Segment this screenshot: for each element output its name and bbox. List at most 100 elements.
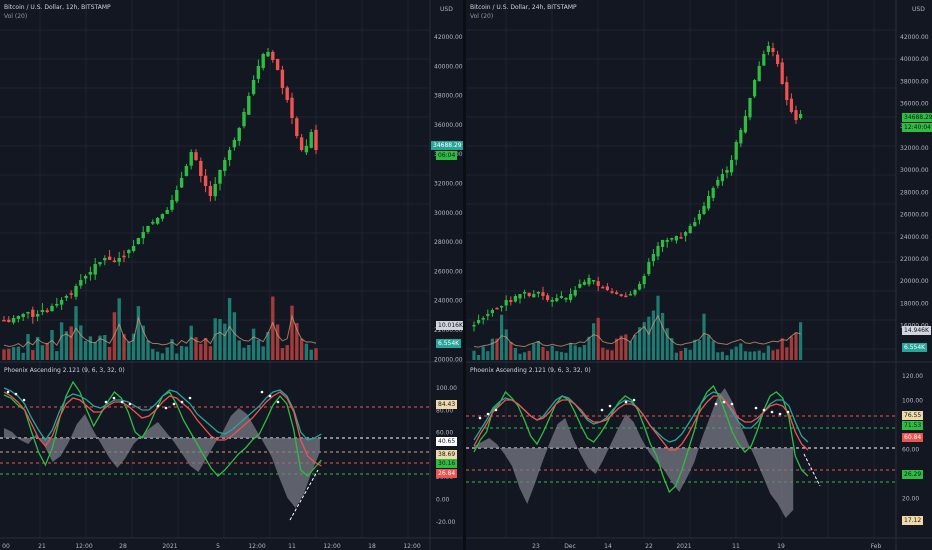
- candle-body: [753, 80, 757, 97]
- volume-bar: [587, 336, 591, 360]
- volume-bar: [564, 352, 568, 360]
- right-volume-label: Vol (20): [470, 13, 494, 20]
- osc-dot-marker: [164, 406, 168, 410]
- time-axis-tick: 23: [532, 543, 540, 550]
- osc-dot-marker: [112, 396, 116, 400]
- candle-body: [789, 98, 793, 112]
- candle-body: [314, 129, 318, 150]
- candle-body: [117, 258, 121, 262]
- left-symbol-title[interactable]: Bitcoin / U.S. Dollar, 12h, BITSTAMP: [4, 4, 111, 11]
- candle-body: [628, 294, 632, 296]
- left-osc-title[interactable]: Phoenix Ascending 2.121 (9, 6, 3, 32, 0): [4, 367, 125, 374]
- left-currency-label: USD: [440, 6, 453, 13]
- candle-body: [638, 284, 642, 290]
- time-axis-tick: 12:00: [248, 543, 265, 550]
- volume-bar: [596, 317, 600, 360]
- candle-body: [122, 255, 126, 258]
- volume-ma-line: [473, 314, 801, 348]
- volume-bar: [642, 322, 646, 360]
- volume-bar: [88, 336, 93, 360]
- right-osc-title[interactable]: Phoenix Ascending 2.121 (9, 6, 3, 32, 0): [470, 367, 591, 374]
- candle-body: [184, 166, 189, 177]
- volume-bar: [624, 334, 628, 360]
- candle-body: [596, 281, 600, 286]
- right-osc-tag-5: 17.12: [902, 516, 924, 525]
- volume-bar: [26, 333, 30, 360]
- candle-body: [771, 47, 775, 52]
- right-symbol-title[interactable]: Bitcoin / U.S. Dollar, 24h, BITSTAMP: [470, 4, 577, 11]
- volume-bar: [697, 340, 701, 360]
- volume-bar: [615, 338, 619, 360]
- candle-body: [564, 298, 568, 300]
- volume-bar: [117, 298, 121, 360]
- osc-dot-marker: [762, 408, 766, 412]
- osc-axis-tick: 100.00: [436, 385, 457, 392]
- right-chart-pane[interactable]: 42000.0040000.0038000.0036000.0034000.00…: [466, 0, 932, 550]
- candle-body: [285, 87, 289, 100]
- price-axis-tick: 20000.00: [434, 356, 463, 363]
- right-osc-tag-3: 60.84: [902, 433, 924, 442]
- candle-body: [730, 160, 734, 173]
- left-chart-pane[interactable]: 42000.0040000.0038000.0036000.0034000.00…: [0, 0, 465, 550]
- left-price-tag: 34688.29: [431, 141, 464, 150]
- volume-bar: [789, 336, 793, 360]
- candle-body: [555, 298, 559, 302]
- candle-body: [766, 46, 770, 52]
- osc-dot-marker: [188, 396, 192, 400]
- osc-axis-tick: 60.00: [902, 447, 919, 454]
- volume-bar: [684, 347, 688, 360]
- volume-bar: [242, 347, 246, 360]
- osc-dot-marker: [156, 404, 160, 408]
- candle-body: [64, 296, 69, 298]
- candle-body: [702, 206, 706, 215]
- time-axis-tick: 12:00: [403, 543, 420, 550]
- candle-body: [587, 278, 591, 285]
- candle-body: [261, 54, 265, 68]
- candle-body: [275, 58, 280, 70]
- candle-body: [11, 318, 16, 323]
- candle-body: [610, 291, 614, 293]
- right-currency-label: USD: [912, 6, 925, 13]
- volume-bar: [107, 346, 112, 360]
- volume-bar: [486, 351, 490, 360]
- candle-body: [477, 320, 481, 324]
- volume-bar: [237, 340, 241, 360]
- volume-bar: [309, 349, 313, 360]
- volume-bar: [495, 338, 499, 360]
- osc-axis-tick: 100.00: [902, 398, 923, 405]
- candle-body: [472, 325, 476, 327]
- price-axis-tick: 24000.00: [900, 234, 929, 241]
- osc-fast-line: [473, 384, 809, 494]
- pane-separator[interactable]: [463, 0, 466, 550]
- candle-body: [165, 210, 169, 214]
- candle-body: [93, 264, 97, 275]
- volume-bar: [527, 350, 531, 360]
- volume-bar: [141, 325, 145, 360]
- candle-body: [280, 69, 285, 88]
- osc-signal-line: [3, 387, 322, 442]
- candle-body: [665, 240, 669, 242]
- left-chart-canvas[interactable]: 42000.0040000.0038000.0036000.0034000.00…: [0, 0, 463, 550]
- volume-bar: [707, 335, 711, 360]
- candle-body: [550, 300, 554, 302]
- candle-body: [536, 292, 540, 294]
- volume-bar: [131, 333, 136, 360]
- volume-bar: [766, 345, 770, 360]
- candle-body: [647, 262, 651, 275]
- candle-body: [247, 96, 251, 115]
- right-chart-canvas[interactable]: 42000.0040000.0038000.0036000.0034000.00…: [466, 0, 932, 550]
- candle-body: [739, 130, 743, 144]
- volume-bar: [546, 350, 550, 360]
- candle-body: [725, 170, 729, 173]
- volume-bar: [569, 342, 573, 360]
- osc-dot-marker: [172, 402, 176, 406]
- time-axis-tick: Feb: [871, 543, 882, 550]
- candle-body: [716, 180, 720, 186]
- volume-bar: [605, 349, 609, 360]
- time-axis-tick: 28: [119, 543, 127, 550]
- price-axis-tick: 28000.00: [434, 239, 463, 246]
- osc-dot-marker: [120, 400, 124, 404]
- candle-body: [720, 174, 724, 182]
- candle-body: [642, 276, 646, 285]
- osc-projection-line: [289, 469, 319, 521]
